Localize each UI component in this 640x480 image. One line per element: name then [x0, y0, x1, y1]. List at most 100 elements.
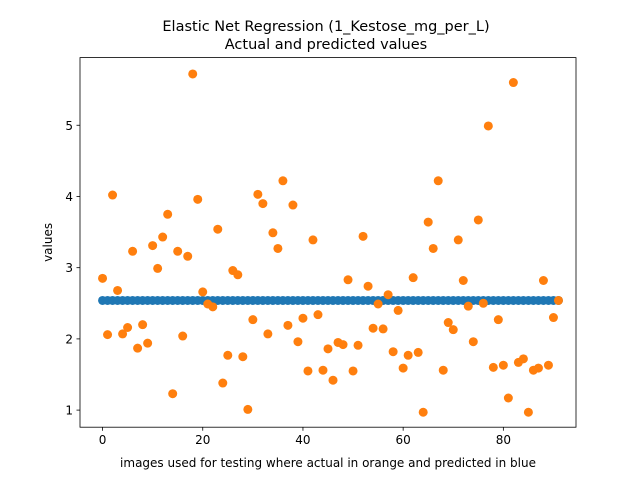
- actual-point-54: [368, 323, 378, 333]
- actual-point-87: [533, 363, 543, 373]
- x-tick-label-2: 40: [295, 433, 310, 447]
- y-axis-ticks: 1 2 3 4 5: [65, 119, 80, 418]
- actual-point-35: [273, 243, 283, 253]
- actual-point-44: [318, 365, 328, 375]
- actual-point-9: [143, 338, 153, 348]
- actual-point-15: [173, 246, 183, 256]
- actual-point-70: [448, 325, 458, 335]
- actual-point-27: [233, 270, 243, 280]
- actual-point-10: [148, 241, 158, 251]
- actual-point-58: [388, 347, 398, 357]
- y-tick-label-4: 5: [65, 119, 73, 133]
- x-tick-label-3: 60: [396, 433, 411, 447]
- actual-point-80: [498, 360, 508, 370]
- x-tick-label-4: 80: [496, 433, 511, 447]
- actual-point-23: [213, 224, 223, 234]
- actual-point-28: [238, 352, 248, 362]
- actual-point-64: [418, 407, 428, 417]
- actual-point-85: [523, 407, 533, 417]
- actual-point-43: [313, 310, 323, 320]
- actual-point-17: [183, 251, 193, 261]
- actual-point-59: [393, 305, 403, 315]
- actual-point-89: [543, 360, 553, 370]
- x-tick-label-1: 20: [195, 433, 210, 447]
- actual-point-90: [548, 313, 558, 323]
- y-tick-label-1: 2: [65, 332, 73, 346]
- actual-point-4: [118, 329, 128, 339]
- actual-point-73: [463, 301, 473, 311]
- y-tick-label-2: 3: [65, 261, 73, 275]
- actual-point-88: [538, 276, 548, 285]
- data-points: [98, 69, 563, 417]
- actual-point-65: [423, 217, 433, 227]
- actual-point-1: [103, 330, 113, 340]
- plot-area: [98, 69, 563, 417]
- actual-point-20: [198, 287, 208, 297]
- actual-point-16: [178, 331, 188, 341]
- actual-point-14: [168, 389, 178, 399]
- actual-point-67: [433, 176, 443, 186]
- actual-point-74: [468, 337, 478, 347]
- actual-point-42: [308, 235, 318, 245]
- actual-point-36: [278, 176, 288, 186]
- actual-point-34: [268, 228, 278, 238]
- actual-point-45: [323, 344, 333, 354]
- actual-point-62: [408, 273, 418, 283]
- actual-point-30: [248, 315, 258, 325]
- actual-point-66: [428, 243, 438, 253]
- actual-point-12: [158, 232, 168, 242]
- actual-point-37: [283, 320, 293, 330]
- actual-point-13: [163, 209, 173, 219]
- actual-point-79: [493, 315, 503, 325]
- actual-point-11: [153, 263, 163, 273]
- x-axis-label: images used for testing where actual in …: [120, 456, 536, 470]
- actual-point-5: [123, 323, 133, 332]
- actual-point-40: [298, 313, 308, 323]
- actual-point-8: [138, 320, 148, 330]
- actual-point-22: [208, 302, 218, 312]
- actual-point-50: [348, 366, 358, 376]
- actual-point-84: [518, 354, 528, 364]
- actual-point-46: [328, 375, 338, 385]
- actual-point-24: [218, 378, 228, 388]
- actual-point-29: [243, 404, 253, 414]
- actual-point-75: [473, 215, 483, 225]
- actual-point-78: [488, 362, 498, 372]
- actual-point-7: [133, 343, 143, 353]
- chart-title-line-1: Elastic Net Regression (1_Kestose_mg_per…: [162, 19, 489, 35]
- actual-point-77: [483, 121, 493, 131]
- y-tick-label-0: 1: [65, 404, 73, 418]
- actual-point-63: [413, 347, 423, 357]
- plot-frame: [79, 57, 577, 428]
- actual-point-91: [553, 295, 563, 305]
- actual-point-49: [343, 275, 353, 285]
- actual-point-2: [108, 190, 118, 200]
- actual-point-51: [353, 340, 363, 350]
- actual-point-60: [398, 363, 408, 373]
- actual-point-55: [373, 299, 383, 309]
- y-axis-label: values: [41, 223, 55, 262]
- actual-point-6: [128, 246, 138, 256]
- actual-point-72: [458, 276, 468, 285]
- actual-point-68: [438, 365, 448, 375]
- actual-point-81: [503, 393, 513, 403]
- actual-point-19: [193, 194, 203, 204]
- actual-point-38: [288, 200, 298, 210]
- actual-point-31: [253, 189, 263, 199]
- y-tick-label-3: 4: [65, 190, 73, 204]
- chart-title-line-2: Actual and predicted values: [225, 37, 427, 53]
- actual-point-33: [263, 329, 273, 339]
- actual-point-52: [358, 231, 368, 241]
- actual-point-82: [508, 78, 518, 88]
- x-tick-label-0: 0: [99, 433, 107, 447]
- actual-point-41: [303, 366, 313, 376]
- actual-point-76: [478, 298, 488, 308]
- actual-point-48: [338, 340, 348, 350]
- actual-point-56: [378, 324, 388, 334]
- actual-point-61: [403, 350, 413, 360]
- actual-point-32: [258, 199, 268, 209]
- actual-point-25: [223, 350, 233, 360]
- actual-point-57: [383, 290, 393, 300]
- actual-point-3: [113, 285, 123, 295]
